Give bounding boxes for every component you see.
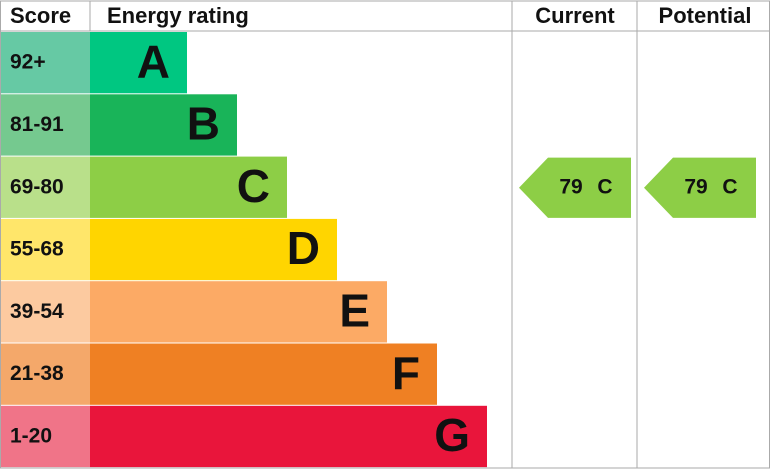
score-label: 55-68 <box>10 238 64 261</box>
rating-bar <box>90 94 237 156</box>
potential-band: C <box>722 175 737 198</box>
header-current: Current <box>535 3 615 28</box>
score-cell <box>1 218 90 281</box>
header-rating: Energy rating <box>107 3 249 28</box>
score-cell <box>1 156 90 218</box>
current-arrow <box>519 157 631 218</box>
rating-bar <box>90 218 337 281</box>
score-label: 39-54 <box>10 300 64 323</box>
band-label: C <box>237 160 270 212</box>
potential-arrow <box>644 157 756 218</box>
score-label: 81-91 <box>10 113 64 136</box>
score-cell <box>1 405 90 468</box>
band-label: F <box>392 347 420 399</box>
header-score: Score <box>10 3 71 28</box>
rating-bar <box>90 343 437 405</box>
header-potential: Potential <box>659 3 752 28</box>
current-value: 79 <box>559 175 582 198</box>
score-label: 1-20 <box>10 424 52 447</box>
rating-bar <box>90 32 187 94</box>
band-label: G <box>434 409 470 461</box>
score-label: 21-38 <box>10 362 64 385</box>
score-cell <box>1 343 90 405</box>
rating-bar <box>90 405 487 468</box>
band-label: E <box>339 285 370 337</box>
rating-bar <box>90 156 287 218</box>
potential-value: 79 <box>684 175 707 198</box>
band-label: A <box>137 35 170 87</box>
current-band: C <box>597 175 612 198</box>
rating-bar <box>90 281 387 343</box>
score-label: 92+ <box>10 51 46 74</box>
band-label: D <box>287 222 320 274</box>
score-cell <box>1 94 90 156</box>
score-label: 69-80 <box>10 175 64 198</box>
score-cell <box>1 281 90 343</box>
band-label: B <box>187 98 220 150</box>
score-cell <box>1 32 90 94</box>
